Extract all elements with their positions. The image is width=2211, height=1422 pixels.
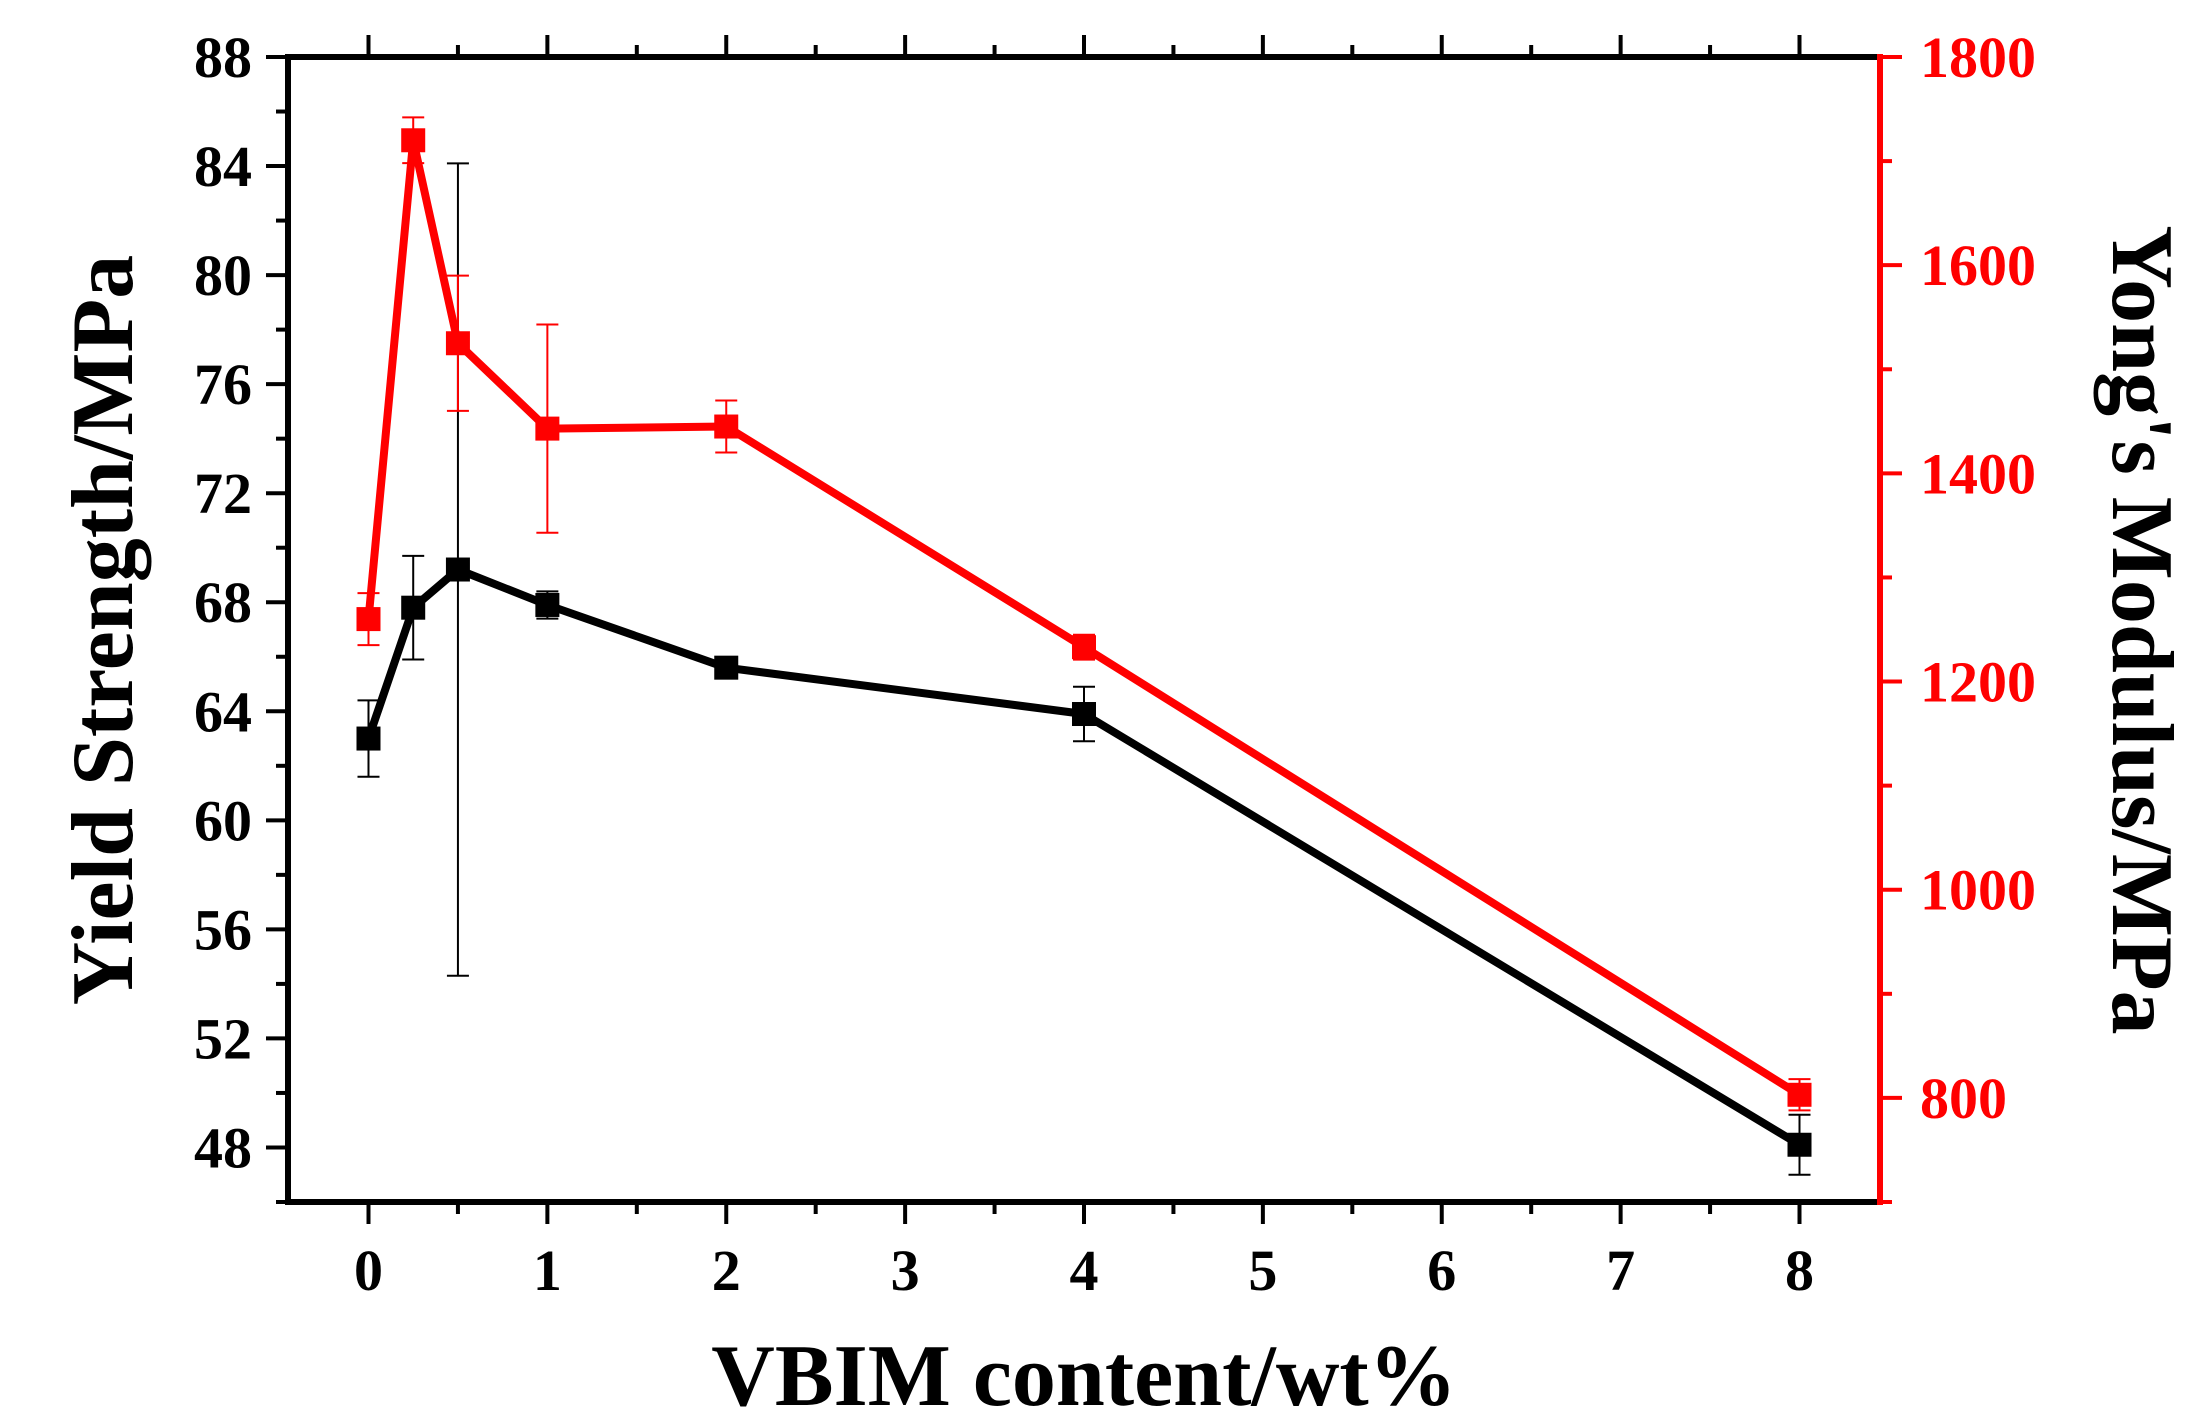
y-right-tick-label: 1000 [1920,858,2036,923]
x-tick-label: 4 [1070,1238,1099,1303]
x-tick-label: 1 [533,1238,562,1303]
y-left-tick-label: 64 [194,679,252,744]
y-left-tick-label: 84 [194,134,252,199]
data-point [1072,702,1096,727]
data-point [535,592,560,617]
y-left-tick-label: 52 [194,1006,252,1071]
y-left-tick-label: 76 [194,352,252,417]
x-tick-label: 6 [1427,1238,1456,1303]
y-right-tick-label: 1400 [1920,441,2036,506]
y-right-axis-title: Yong's Modulus/MPa [2093,225,2190,1034]
data-point [1787,1082,1812,1107]
data-point [356,726,381,751]
data-point [445,331,470,356]
data-point [401,595,426,620]
x-axis-title: VBIM content/wt% [711,1328,1456,1422]
axes-layer: 0 1 2 3 4 5 6 7 84852566064687276808488800100012… [194,25,2036,1303]
labels-layer: VBIM content/wt% Yield Strength/MPa Yong… [55,225,2190,1422]
y-left-tick-label: 60 [194,788,252,853]
x-tick-label: 8 [1785,1238,1814,1303]
series-youngs-modulus [356,116,1812,1112]
x-tick-label: 7 [1606,1238,1635,1303]
data-point [1787,1132,1812,1157]
y-right-tick-label: 1600 [1920,233,2036,298]
series-yield-strength [356,162,1812,1176]
y-left-tick-label: 88 [194,25,252,90]
y-left-tick-label: 80 [194,243,252,308]
x-tick-label: 5 [1248,1238,1277,1303]
y-left-axis-title: Yield Strength/MPa [55,255,152,1005]
data-point [535,416,560,441]
y-right-tick-label: 1800 [1920,25,2036,90]
series-layer [356,116,1812,1176]
data-point [714,655,739,680]
y-left-tick-label: 68 [194,570,252,635]
data-point [401,128,426,153]
data-point [1072,635,1096,660]
y-left-tick-label: 48 [194,1115,252,1180]
x-tick-label: 3 [891,1238,920,1303]
y-right-tick-label: 1200 [1920,650,2036,715]
x-tick-label: 0 [354,1238,383,1303]
y-right-tick-label: 800 [1920,1066,2007,1131]
data-point [714,414,739,439]
data-point [445,557,470,582]
y-left-tick-label: 56 [194,897,252,962]
y-left-tick-label: 72 [194,461,252,526]
data-point [356,607,381,632]
x-tick-label: 2 [712,1238,741,1303]
